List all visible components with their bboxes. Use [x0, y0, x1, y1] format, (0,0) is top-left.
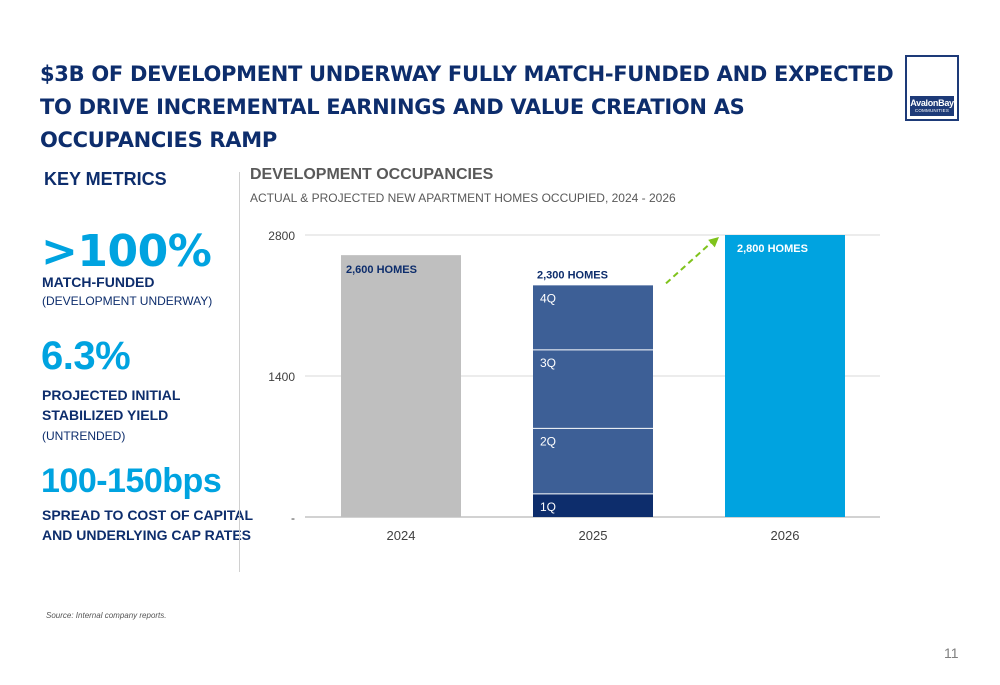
metric-note-yield: (UNTRENDED): [42, 429, 126, 443]
metric-label-spread-line1: SPREAD TO COST OF CAPITAL: [42, 507, 254, 523]
page-title: $3B OF DEVELOPMENT UNDERWAY FULLY MATCH-…: [40, 62, 894, 152]
bar-2025-segment-1Q: [533, 493, 653, 517]
chart-title: DEVELOPMENT OCCUPANCIES: [250, 166, 494, 183]
x-tick-label: 2024: [387, 528, 416, 543]
segment-label-3Q: 3Q: [540, 356, 556, 370]
key-metrics-heading: KEY METRICS: [44, 169, 167, 189]
segment-label-1Q: 1Q: [540, 500, 556, 514]
segment-label-2Q: 2Q: [540, 434, 556, 448]
y-tick-label: 1400: [268, 370, 295, 384]
y-tick-label: 2800: [268, 229, 295, 243]
section-divider: [239, 172, 240, 572]
segment-label-4Q: 4Q: [540, 291, 556, 305]
metric-label-yield-line1: PROJECTED INITIAL: [42, 387, 181, 403]
data-label-2024: 2,600 HOMES: [346, 264, 417, 276]
bar-2024: [341, 255, 461, 517]
metric-value-yield: 6.3%: [41, 334, 131, 378]
bar-2026: [725, 235, 845, 517]
logo-name: AvalonBay: [910, 98, 954, 108]
metric-label-match-funded: MATCH-FUNDED: [42, 274, 155, 290]
metric-value-match-funded: >100%: [41, 226, 212, 277]
page-number: 11: [944, 645, 959, 661]
metric-note-match-funded: (DEVELOPMENT UNDERWAY): [42, 294, 213, 308]
source-note: Source: Internal company reports.: [46, 611, 167, 620]
metric-value-spread: 100-150bps: [41, 462, 222, 500]
metric-label-yield-line2: STABILIZED YIELD: [42, 407, 169, 423]
chart-subtitle: ACTUAL & PROJECTED NEW APARTMENT HOMES O…: [250, 191, 676, 205]
growth-arrow-head: [708, 237, 719, 248]
bar-2025-segment-4Q: [533, 285, 653, 350]
logo-subtitle: COMMUNITIES: [914, 108, 950, 113]
bar-2025-segment-2Q: [533, 428, 653, 494]
x-tick-label: 2026: [771, 528, 800, 543]
avalonbay-logo: AvalonBay COMMUNITIES: [905, 55, 959, 121]
x-tick-label: 2025: [579, 528, 608, 543]
metric-label-spread-line2: AND UNDERLYING CAP RATES: [42, 527, 251, 543]
data-label-2025: 2,300 HOMES: [537, 269, 608, 281]
bar-2025-segment-3Q: [533, 349, 653, 429]
y-tick-label: -: [291, 511, 295, 525]
data-label-2026: 2,800 HOMES: [737, 243, 808, 255]
growth-arrow-line: [665, 240, 714, 285]
